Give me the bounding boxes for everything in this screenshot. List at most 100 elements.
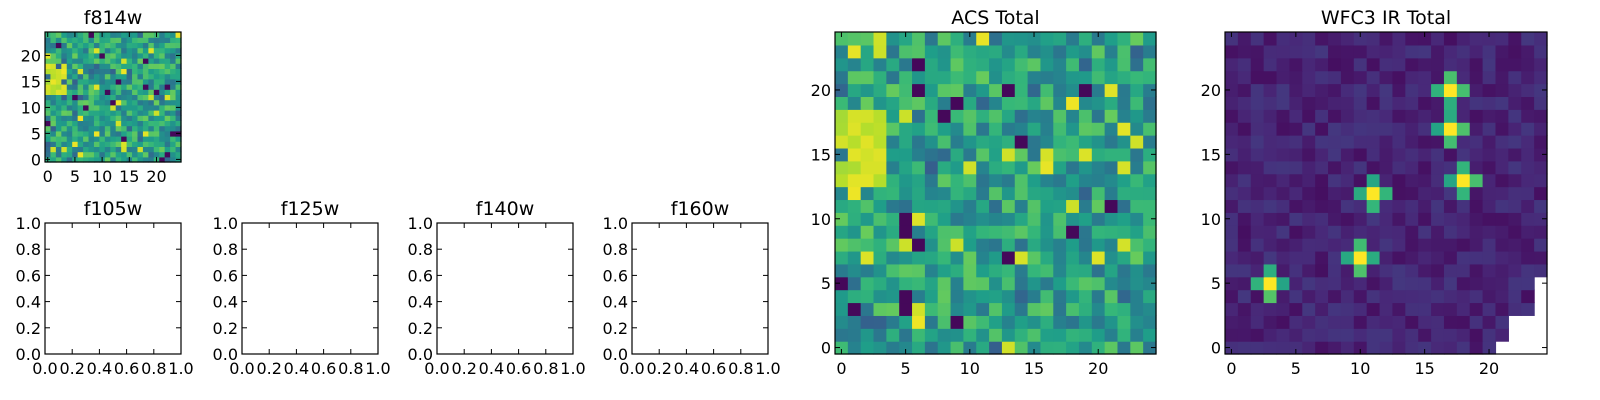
heatmap-cell (55, 84, 62, 90)
heatmap-cell (1091, 57, 1106, 72)
heatmap-cell (1456, 199, 1471, 213)
heatmap-cell (1315, 238, 1329, 252)
heatmap-cell (1066, 44, 1080, 59)
heatmap-cell (61, 32, 68, 38)
heatmap-cell (1130, 289, 1144, 304)
heatmap-cell (1078, 302, 1093, 316)
heatmap-cell (1053, 122, 1067, 136)
heatmap-cell (148, 136, 155, 142)
heatmap-cell (77, 37, 84, 43)
heatmap-cells (835, 32, 1157, 355)
heatmap-cell (1482, 173, 1497, 188)
heatmap-cell (164, 130, 171, 137)
heatmap-cell (1431, 212, 1445, 226)
axis-ticks: 0.0 0.2 0.4 0.6 0.8 1.00.00.20.40.60.81.0 (16, 214, 194, 378)
heatmap-cell (132, 32, 139, 38)
heatmap-cell (976, 160, 990, 175)
x-tick-label: 15 (119, 167, 139, 186)
heatmap-cell (989, 250, 1003, 265)
heatmap-cell (924, 32, 939, 46)
heatmap-cell (835, 96, 849, 110)
heatmap-cell (963, 341, 977, 355)
heatmap-cell (148, 115, 155, 121)
heatmap-cell (83, 146, 90, 153)
heatmap-cell (142, 84, 149, 90)
panel-title: f105w (84, 198, 143, 220)
heatmap-cell (1225, 328, 1239, 342)
heatmap-cell (1469, 289, 1484, 304)
heatmap-cell (847, 135, 862, 149)
heatmap-cell (976, 186, 990, 201)
heatmap-cell (976, 173, 990, 188)
heatmap-cell (175, 84, 182, 90)
heatmap-cell (66, 104, 73, 111)
heatmap-cell (121, 151, 128, 158)
heatmap-cell (1250, 135, 1265, 149)
y-tick-label: 0 (1211, 339, 1221, 358)
heatmap-cell (937, 238, 952, 252)
heatmap-cell (45, 42, 52, 49)
heatmap-cell (912, 289, 926, 304)
heatmap-cell (1443, 289, 1458, 304)
heatmap-cell (1040, 44, 1054, 59)
x-tick-label: 1.0 (560, 359, 585, 378)
heatmap-cell (860, 225, 875, 239)
heatmap-cell (153, 115, 160, 121)
heatmap-cell (886, 57, 900, 72)
heatmap-cell (1392, 315, 1406, 329)
heatmap-cell (1289, 302, 1303, 316)
heatmap-cell (1053, 173, 1067, 188)
heatmap-cell (93, 94, 100, 101)
heatmap-cell (137, 89, 144, 95)
heatmap-cell (1340, 147, 1355, 162)
y-tick-label: 0.8 (408, 240, 433, 259)
heatmap-cell (1302, 199, 1316, 213)
y-tick-label: 1.0 (213, 214, 238, 233)
heatmap-cell (153, 146, 160, 153)
heatmap-cell (104, 146, 111, 153)
heatmap-cell (847, 147, 862, 162)
heatmap-cell (88, 63, 95, 69)
heatmap-cell (45, 120, 52, 127)
heatmap-cell (159, 115, 166, 121)
heatmap-cell (99, 47, 106, 54)
heatmap-cell (1040, 276, 1054, 291)
heatmap-cell (77, 120, 84, 127)
heatmap-cell (1263, 96, 1278, 110)
heatmap-cell (1443, 302, 1458, 316)
heatmap-cell (115, 84, 122, 90)
x-tick-label: 10 (960, 359, 980, 378)
axis-ticks: 0.0 0.2 0.4 0.6 0.8 1.00.00.20.40.60.81.0 (213, 214, 391, 378)
x-tick-label: 0.0 (229, 359, 254, 378)
heatmap-cell (159, 37, 166, 43)
heatmap-cell (1353, 83, 1368, 97)
heatmap-cell (1027, 225, 1042, 239)
heatmap-cell (835, 32, 849, 46)
heatmap-cell (937, 160, 952, 175)
heatmap-cell (1225, 70, 1239, 85)
heatmap-cell (88, 32, 95, 38)
heatmap-cell (1040, 328, 1054, 342)
heatmap-cell (1078, 263, 1093, 278)
heatmap-cell (1328, 57, 1342, 72)
heatmap-cell (164, 68, 171, 75)
heatmap-cell (989, 238, 1003, 252)
heatmap-cell (170, 78, 177, 85)
heatmap-cell (1237, 225, 1252, 239)
heatmap-cell (66, 47, 73, 54)
heatmap-cell (99, 141, 106, 147)
heatmap-cell (1482, 315, 1497, 329)
heatmap-cell (1053, 135, 1067, 149)
heatmap-cell (847, 44, 862, 59)
heatmap-cell (937, 199, 952, 213)
heatmap-cell (1040, 109, 1054, 123)
heatmap-cell (1328, 147, 1342, 162)
panel-title: f160w (671, 198, 730, 220)
heatmap-cell (1130, 70, 1144, 85)
heatmap-cell (1508, 212, 1522, 226)
heatmap-cell (1443, 199, 1458, 213)
heatmap-cell (976, 238, 990, 252)
heatmap-cell (1250, 315, 1265, 329)
heatmap-cell (963, 315, 977, 329)
heatmap-cell (1431, 302, 1445, 316)
